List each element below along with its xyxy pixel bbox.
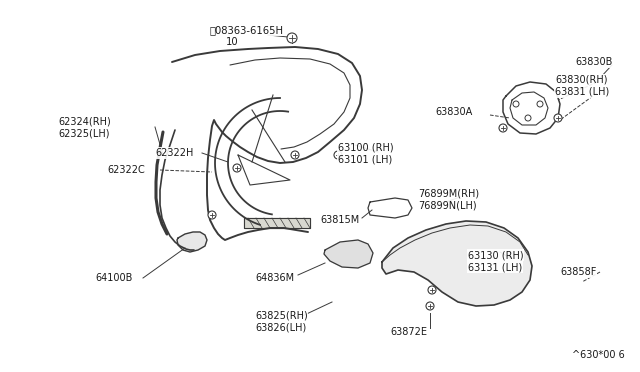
Circle shape: [208, 211, 216, 219]
Text: 63830(RH): 63830(RH): [555, 75, 607, 85]
Polygon shape: [503, 82, 560, 134]
Text: 63826(LH): 63826(LH): [255, 322, 307, 332]
Text: 63858F: 63858F: [560, 267, 596, 277]
Text: 62322H: 62322H: [155, 148, 193, 158]
Circle shape: [426, 302, 434, 310]
Text: 63872E: 63872E: [390, 327, 427, 337]
Text: 63825(RH): 63825(RH): [255, 310, 308, 320]
Text: ^630*00 6: ^630*00 6: [572, 350, 625, 360]
Circle shape: [513, 101, 519, 107]
Circle shape: [537, 101, 543, 107]
Circle shape: [499, 124, 507, 132]
Text: 76899M(RH): 76899M(RH): [418, 188, 479, 198]
Polygon shape: [324, 240, 373, 268]
Circle shape: [428, 286, 436, 294]
Polygon shape: [238, 155, 290, 185]
Polygon shape: [382, 221, 532, 306]
Text: 64100B: 64100B: [95, 273, 132, 283]
Text: 76899N(LH): 76899N(LH): [418, 200, 477, 210]
Text: 63830B: 63830B: [575, 57, 612, 67]
Text: 62322C: 62322C: [107, 165, 145, 175]
Text: 62325(LH): 62325(LH): [58, 128, 109, 138]
Polygon shape: [177, 232, 207, 252]
Circle shape: [334, 151, 342, 159]
Text: 62324(RH): 62324(RH): [58, 117, 111, 127]
Text: 10: 10: [226, 37, 239, 47]
Text: Ⓢ08363-6165H: Ⓢ08363-6165H: [210, 25, 284, 35]
Circle shape: [291, 151, 299, 159]
Polygon shape: [244, 218, 310, 228]
Text: 63131 (LH): 63131 (LH): [468, 262, 522, 272]
Circle shape: [287, 33, 297, 43]
Text: 63831 (LH): 63831 (LH): [555, 87, 609, 97]
Circle shape: [554, 114, 562, 122]
Text: 64836M: 64836M: [255, 273, 294, 283]
Circle shape: [233, 164, 241, 172]
Polygon shape: [368, 198, 412, 218]
Text: 63100 (RH): 63100 (RH): [338, 143, 394, 153]
Text: 63830A: 63830A: [435, 107, 472, 117]
Text: 63815M: 63815M: [320, 215, 359, 225]
Text: 63130 (RH): 63130 (RH): [468, 250, 524, 260]
Circle shape: [525, 115, 531, 121]
Text: 63101 (LH): 63101 (LH): [338, 155, 392, 165]
